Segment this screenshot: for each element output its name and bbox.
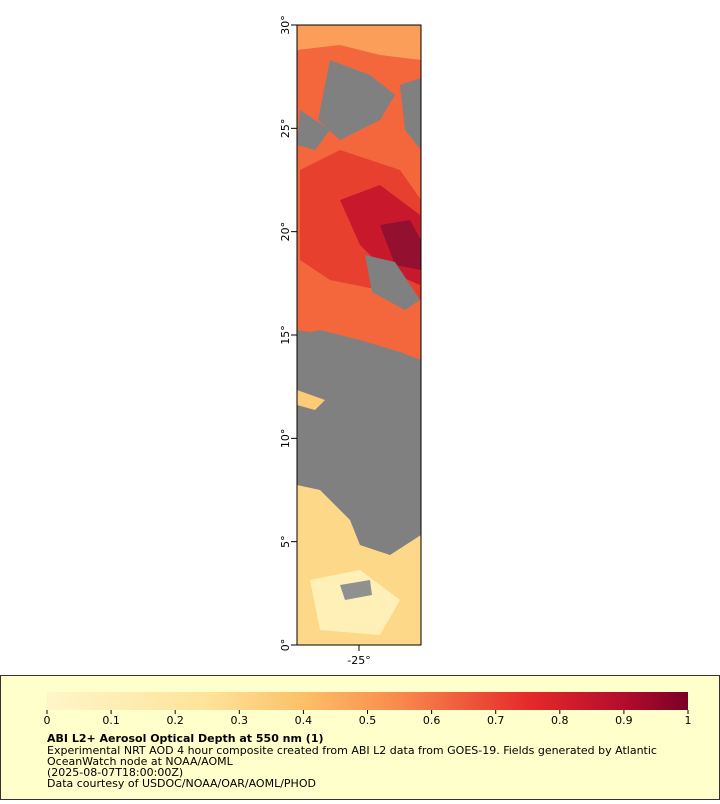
colorbar-tick-label: 0.5 [359,714,377,727]
colorbar-tick-label: 0.9 [615,714,633,727]
lat-tick-label: 20° [279,222,292,242]
legend-line: OceanWatch node at NOAA/AOML [47,755,234,768]
lat-tick-label: 10° [279,429,292,449]
colorbar-tick-label: 0.1 [102,714,120,727]
colorbar-tick-label: 1 [685,714,692,727]
colorbar-tick-label: 0.4 [295,714,313,727]
legend-line: Experimental NRT AOD 4 hour composite cr… [47,744,657,757]
colorbar-tick-label: 0.8 [551,714,569,727]
legend-line: (2025-08-07T18:00:00Z) [47,766,183,779]
colorbar-tick-label: 0.6 [423,714,441,727]
lat-tick-label: 25° [279,119,292,139]
colorbar-tick-label: 0 [44,714,51,727]
colorbar-tick-label: 0.7 [487,714,505,727]
colorbar [47,692,688,710]
legend-line: Data courtesy of USDOC/NOAA/OAR/AOML/PHO… [47,777,316,790]
lat-tick-label: 15° [279,325,292,345]
legend-title: ABI L2+ Aerosol Optical Depth at 550 nm … [47,732,324,745]
aod-raster [297,25,421,645]
lat-tick-label: 5° [279,535,292,548]
colorbar-tick-label: 0.3 [231,714,249,727]
lat-tick-label: 30° [279,15,292,35]
lon-tick-label: -25° [347,654,370,667]
colorbar-tick-label: 0.2 [166,714,184,727]
lat-tick-label: 0° [279,639,292,652]
